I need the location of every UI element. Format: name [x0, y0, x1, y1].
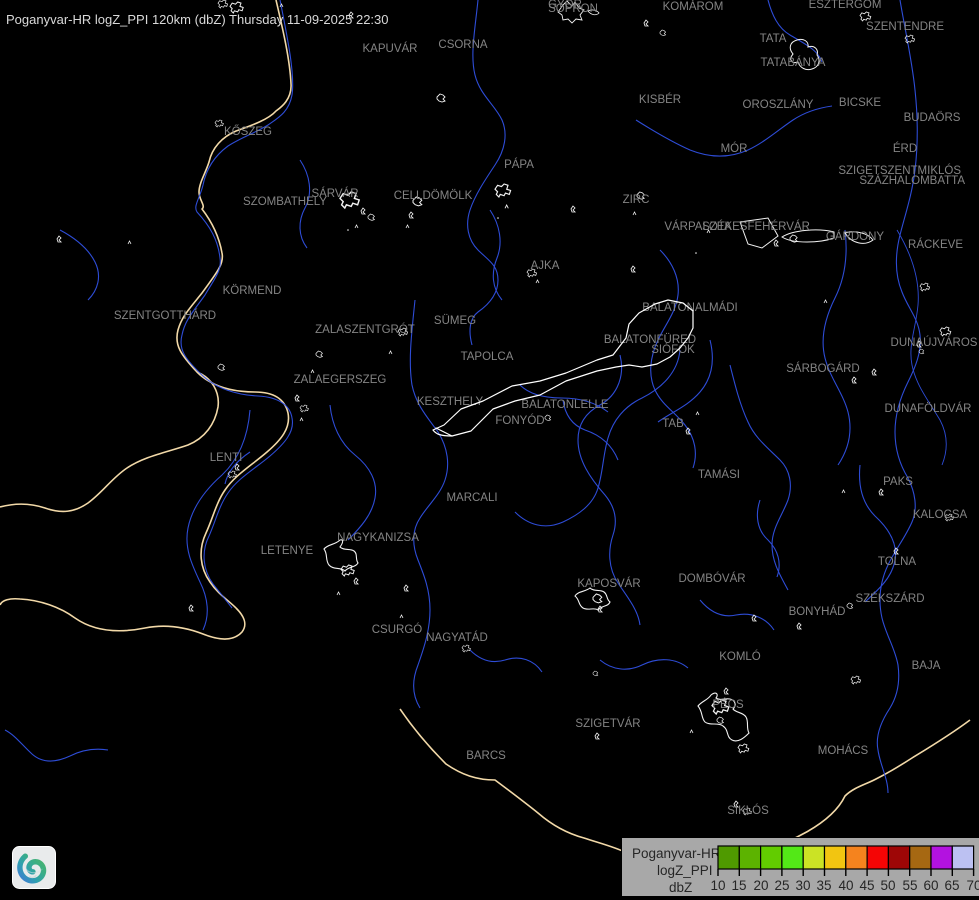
svg-text:KŐSZEG: KŐSZEG: [224, 124, 272, 138]
svg-text:BONYHÁD: BONYHÁD: [789, 605, 846, 618]
svg-text:70: 70: [966, 878, 979, 893]
svg-text:35: 35: [816, 878, 831, 893]
svg-text:TATA: TATA: [760, 33, 787, 45]
svg-text:BUDAÖRS: BUDAÖRS: [904, 112, 961, 124]
svg-text:dbZ: dbZ: [669, 880, 692, 895]
svg-text:PÉCS: PÉCS: [712, 698, 744, 711]
svg-text:15: 15: [731, 878, 746, 893]
svg-text:ZALAEGERSZEG: ZALAEGERSZEG: [294, 374, 387, 386]
svg-text:logZ_PPI: logZ_PPI: [657, 863, 713, 878]
svg-text:SZENTENDRE: SZENTENDRE: [866, 21, 944, 33]
svg-text:TAB: TAB: [662, 418, 684, 430]
svg-text:BARCS: BARCS: [466, 750, 506, 762]
svg-text:CSORNA: CSORNA: [438, 39, 488, 51]
svg-text:KOMLÓ: KOMLÓ: [719, 650, 761, 663]
svg-text:CELLDÖMÖLK: CELLDÖMÖLK: [394, 190, 473, 202]
svg-text:10: 10: [710, 878, 725, 893]
svg-text:40: 40: [838, 878, 853, 893]
svg-text:ZALASZENTGRÓT: ZALASZENTGRÓT: [315, 323, 415, 336]
svg-text:GÁRDONY: GÁRDONY: [826, 230, 884, 243]
svg-text:GYŐR: GYŐR: [548, 0, 582, 11]
svg-text:BAJA: BAJA: [912, 660, 941, 672]
svg-text:RÁCKEVE: RÁCKEVE: [908, 238, 963, 251]
svg-text:25: 25: [774, 878, 789, 893]
svg-text:BICSKE: BICSKE: [839, 97, 882, 109]
svg-text:50: 50: [880, 878, 895, 893]
svg-text:KISBÉR: KISBÉR: [639, 93, 681, 106]
svg-text:DUNAFÖLDVÁR: DUNAFÖLDVÁR: [885, 402, 972, 415]
svg-text:NAGYATÁD: NAGYATÁD: [426, 631, 488, 644]
svg-text:ÉRD: ÉRD: [893, 142, 917, 155]
svg-text:NAGYKANIZSA: NAGYKANIZSA: [337, 532, 419, 544]
svg-text:BALATONLELLE: BALATONLELLE: [521, 399, 608, 411]
svg-text:SÜMEG: SÜMEG: [434, 315, 476, 327]
svg-text:KOMÁROM: KOMÁROM: [663, 0, 724, 13]
svg-text:45: 45: [859, 878, 874, 893]
svg-text:SZIGETVÁR: SZIGETVÁR: [575, 717, 640, 730]
svg-text:55: 55: [902, 878, 917, 893]
svg-text:MARCALI: MARCALI: [446, 492, 497, 504]
svg-text:DOMBÓVÁR: DOMBÓVÁR: [678, 572, 745, 585]
svg-text:KALOCSA: KALOCSA: [913, 509, 968, 521]
svg-text:LENTI: LENTI: [210, 452, 243, 464]
svg-text:LETENYE: LETENYE: [261, 545, 314, 557]
svg-text:SZENTGOTTHÁRD: SZENTGOTTHÁRD: [114, 309, 216, 322]
svg-text:KÖRMEND: KÖRMEND: [223, 285, 282, 297]
svg-text:SZOMBATHELY: SZOMBATHELY: [243, 196, 327, 208]
svg-text:20: 20: [753, 878, 768, 893]
svg-text:SÁRBOGÁRD: SÁRBOGÁRD: [786, 362, 860, 375]
svg-text:AJKA: AJKA: [531, 260, 560, 272]
svg-text:TAPOLCA: TAPOLCA: [461, 351, 514, 363]
svg-text:KESZTHELY: KESZTHELY: [417, 396, 484, 408]
svg-text:TOLNA: TOLNA: [878, 556, 916, 568]
svg-text:PAKS: PAKS: [883, 476, 913, 488]
svg-text:MÓR: MÓR: [721, 142, 748, 155]
svg-text:PÁPA: PÁPA: [504, 158, 534, 171]
svg-text:TATABÁNYA: TATABÁNYA: [761, 56, 826, 69]
svg-text:OROSZLÁNY: OROSZLÁNY: [743, 98, 814, 111]
svg-text:KAPOSVÁR: KAPOSVÁR: [577, 577, 640, 590]
svg-text:ESZTERGOM: ESZTERGOM: [809, 0, 882, 11]
svg-text:30: 30: [795, 878, 810, 893]
svg-text:FONYÓD: FONYÓD: [495, 414, 544, 427]
svg-text:DUNAÚJVÁROS: DUNAÚJVÁROS: [891, 336, 978, 349]
svg-text:SZÉKESFEHÉRVÁR: SZÉKESFEHÉRVÁR: [702, 220, 810, 233]
svg-text:SZÁZHALOMBATTA: SZÁZHALOMBATTA: [859, 174, 965, 187]
svg-text:TAMÁSI: TAMÁSI: [698, 468, 740, 481]
svg-text:MOHÁCS: MOHÁCS: [818, 744, 869, 757]
svg-text:SIKLÓS: SIKLÓS: [727, 804, 769, 817]
svg-text:CSURGÓ: CSURGÓ: [372, 623, 423, 636]
svg-text:Poganyvar-HR: Poganyvar-HR: [632, 846, 721, 861]
svg-text:SZÉKSZÁRD: SZÉKSZÁRD: [855, 592, 924, 605]
svg-text:ZIRC: ZIRC: [623, 194, 650, 206]
svg-text:KAPUVÁR: KAPUVÁR: [363, 42, 418, 55]
svg-text:65: 65: [944, 878, 959, 893]
svg-text:60: 60: [923, 878, 938, 893]
